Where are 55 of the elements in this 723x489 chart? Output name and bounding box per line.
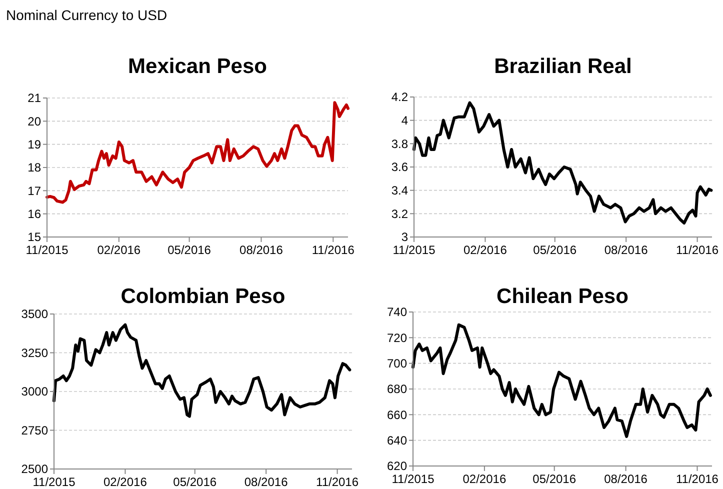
y-tick-label: 3250 — [21, 346, 48, 360]
line-series — [46, 101, 350, 204]
y-tick-label: 3.8 — [391, 136, 408, 151]
chart-title: Mexican Peso — [128, 55, 267, 78]
x-tick-label: 02/2016 — [104, 475, 148, 489]
x-tick-label: 02/2016 — [462, 472, 506, 486]
line-series — [412, 323, 712, 438]
x-tick-label: 08/2016 — [604, 243, 648, 257]
x-tick-label: 11/2015 — [392, 243, 436, 257]
y-tick-label: 21 — [28, 91, 42, 106]
y-tick-label: 3.4 — [391, 184, 408, 198]
y-tick-label: 18 — [28, 160, 42, 175]
x-tick-label: 05/2016 — [173, 475, 217, 489]
y-tick-label: 720 — [386, 330, 408, 345]
x-tick-label: 11/2015 — [32, 475, 76, 489]
x-tick-label: 08/2016 — [244, 475, 288, 489]
x-tick-label: 11/2015 — [392, 472, 435, 486]
y-tick-label: 15 — [28, 230, 42, 244]
x-tick-label: 02/2016 — [464, 243, 508, 257]
chart-title: Brazilian Real — [494, 55, 632, 78]
text: Nominal Currency to USD — [6, 7, 168, 23]
y-tick-label: 680 — [386, 382, 408, 396]
x-tick-label: 05/2016 — [532, 472, 576, 486]
y-tick-label: 4 — [401, 114, 408, 128]
y-tick-label: 620 — [386, 459, 408, 474]
y-tick-label: 3.6 — [391, 160, 408, 174]
line-series — [412, 101, 713, 224]
y-tick-label: 20 — [28, 114, 42, 128]
y-tick-label: 700 — [386, 356, 408, 371]
y-tick-label: 2500 — [21, 462, 48, 476]
x-tick-label: 02/2016 — [97, 243, 141, 257]
y-tick-label: 19 — [28, 138, 42, 152]
x-tick-label: 08/2016 — [240, 243, 284, 257]
x-tick-label: 05/2016 — [168, 243, 212, 257]
x-tick-label: 11/2016 — [312, 243, 355, 257]
y-tick-label: 3 — [401, 230, 408, 244]
x-tick-label: 08/2016 — [604, 472, 648, 486]
y-tick-label: 3500 — [21, 307, 48, 322]
y-tick-label: 640 — [386, 434, 408, 448]
chart-title: Colombian Peso — [120, 285, 286, 308]
y-tick-label: 3.2 — [391, 206, 408, 221]
y-tick-label: 16 — [28, 207, 42, 222]
chart-title: Chilean Peso — [496, 285, 628, 308]
y-tick-label: 740 — [386, 305, 408, 320]
y-tick-label: 3000 — [21, 384, 48, 399]
line-series — [52, 323, 352, 418]
x-tick-label: 11/2016 — [676, 243, 719, 257]
x-tick-label: 05/2016 — [533, 243, 577, 257]
x-tick-label: 11/2016 — [316, 475, 359, 489]
x-tick-label: 11/2015 — [26, 243, 69, 257]
y-tick-label: 2750 — [21, 423, 48, 438]
x-tick-label: 11/2016 — [676, 472, 719, 486]
y-tick-label: 17 — [28, 184, 42, 198]
y-tick-label: 4.2 — [391, 90, 408, 104]
y-tick-label: 660 — [386, 408, 408, 422]
